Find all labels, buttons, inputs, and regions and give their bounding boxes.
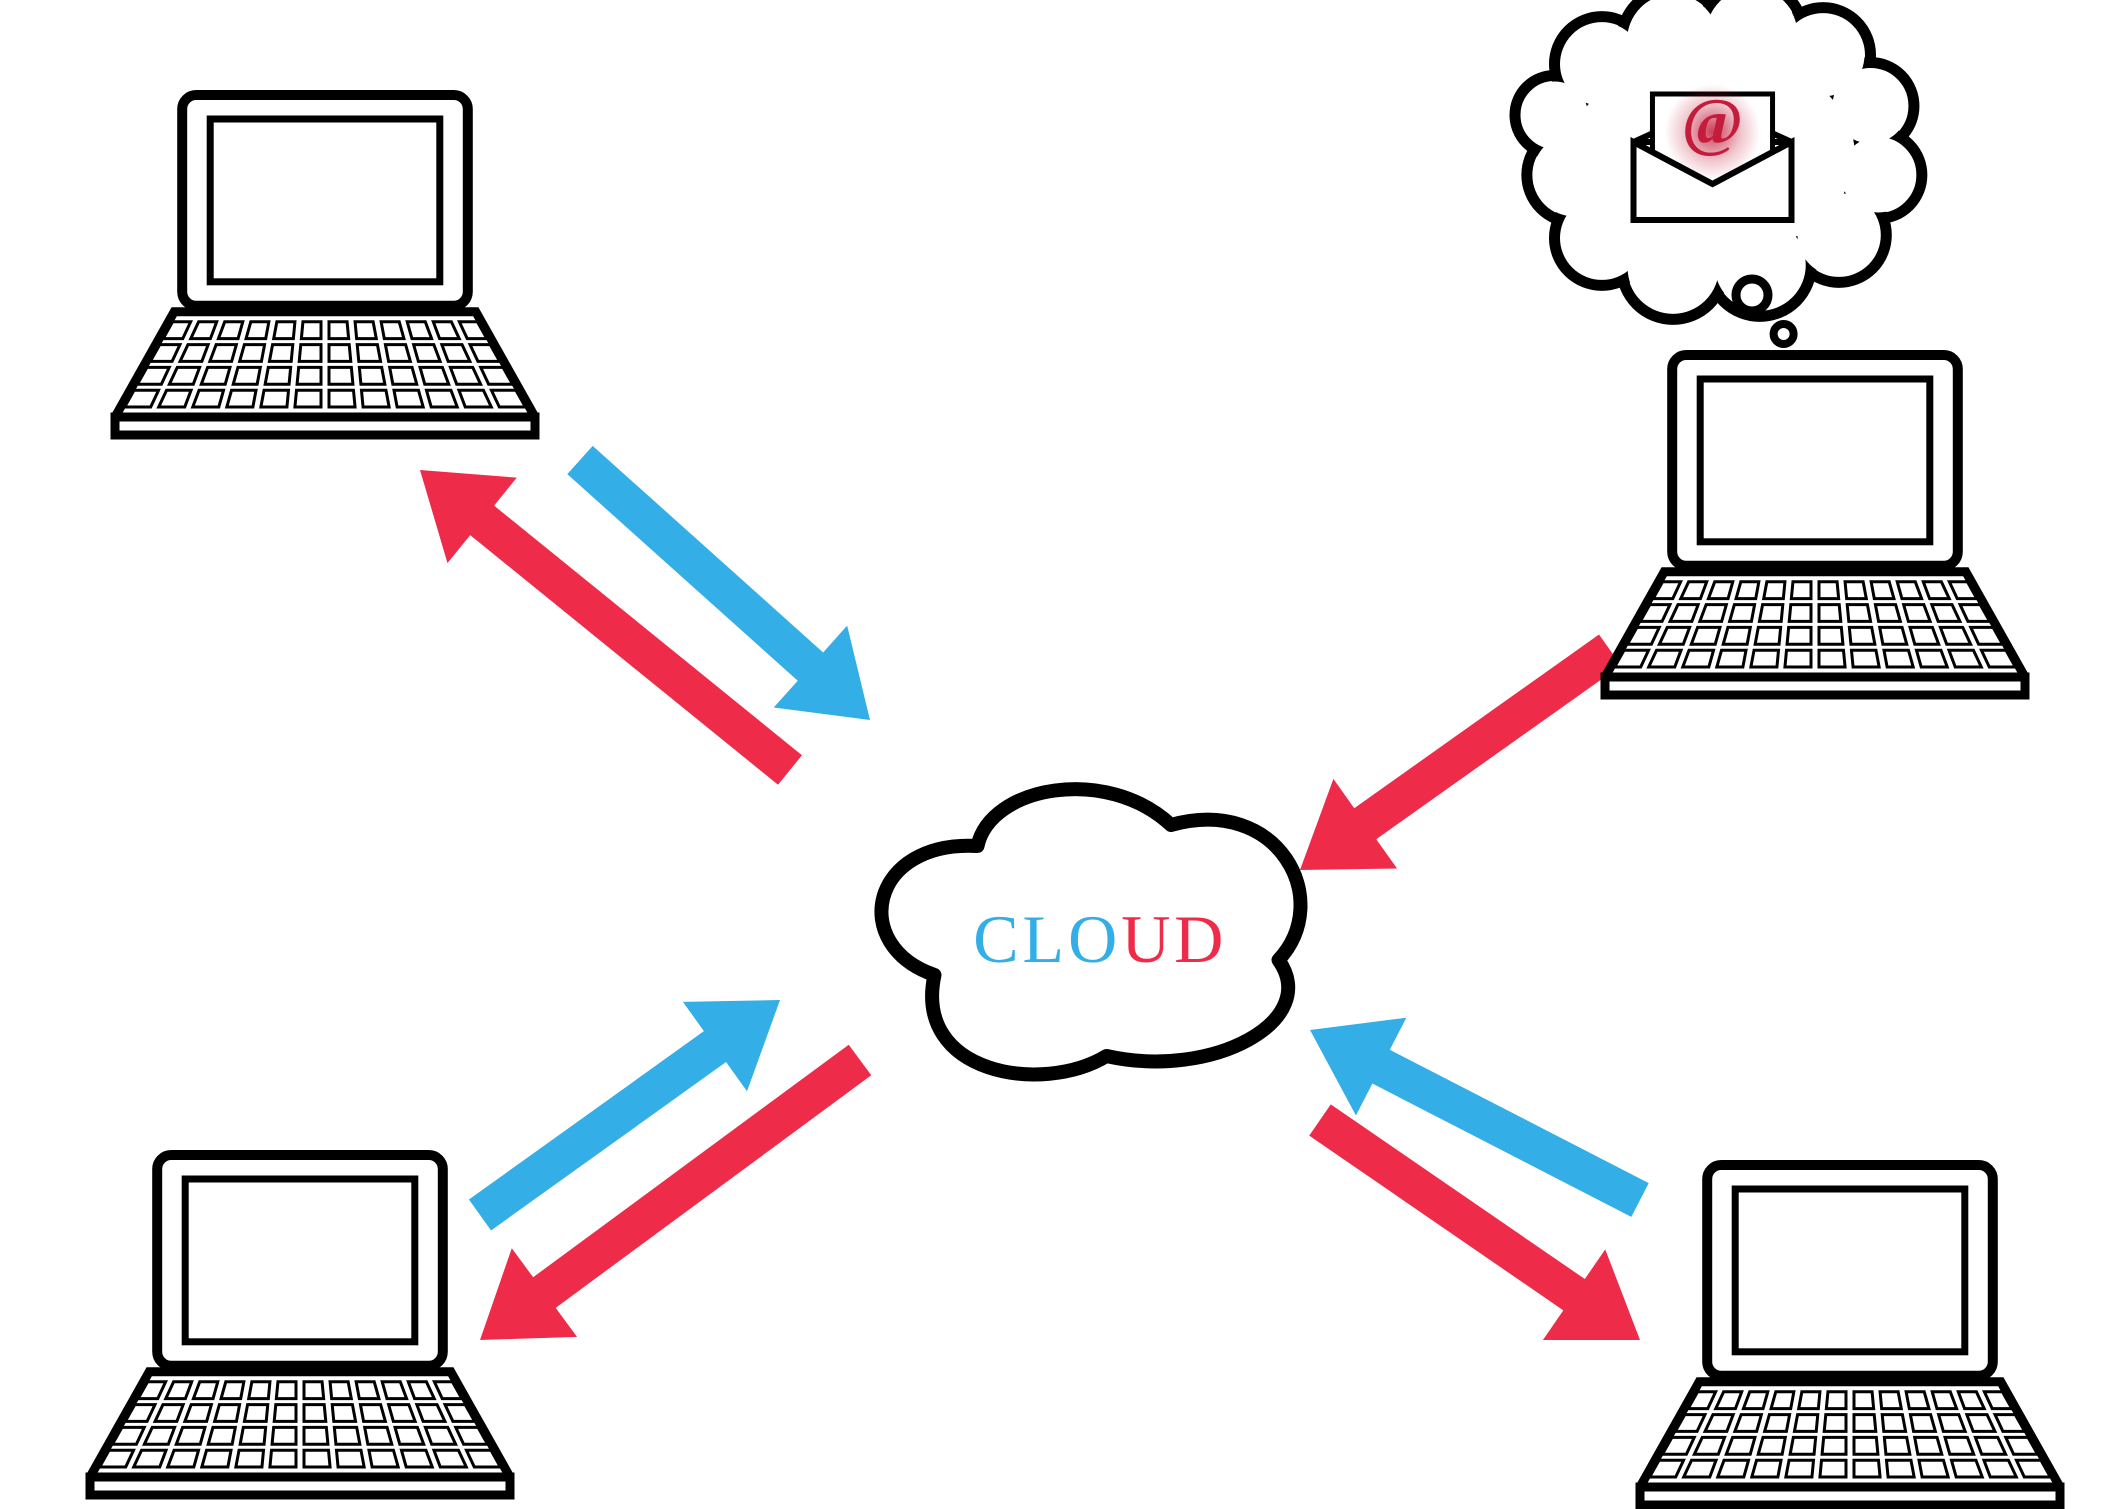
laptop-bottom-left [90, 1155, 510, 1495]
email-at-icon: @ [1634, 84, 1792, 220]
thought-bubble: @ [1515, 0, 1922, 344]
arrow-tl-to-cloud [567, 446, 870, 720]
cloud-icon [881, 789, 1300, 1074]
laptop-top-right [1605, 355, 2025, 695]
svg-text:@: @ [1682, 86, 1743, 159]
thought-tail-dot [1736, 279, 1768, 311]
thought-tail-dot [1774, 324, 1794, 344]
arrow-br-to-cloud [1310, 1018, 1649, 1217]
laptop-bottom-right [1640, 1165, 2060, 1505]
laptop-top-left [115, 95, 535, 435]
cloud-shape [881, 789, 1300, 1074]
arrow-cloud-to-br [1309, 1104, 1640, 1340]
diagram-svg: @ [0, 0, 2125, 1509]
arrow-tr-to-cloud [1300, 635, 1621, 870]
diagram-canvas: @ CLOUD [0, 0, 2125, 1509]
arrow-bl-to-cloud [469, 1000, 780, 1230]
